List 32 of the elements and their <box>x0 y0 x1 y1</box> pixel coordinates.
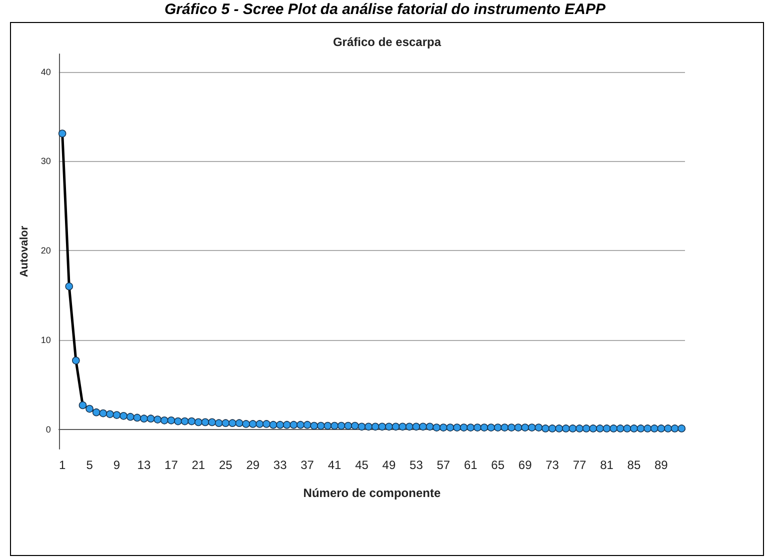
x-tick-label: 89 <box>654 458 668 472</box>
x-tick-label: 81 <box>600 458 614 472</box>
x-tick-label: 85 <box>627 458 641 472</box>
y-tick-label: 20 <box>40 246 51 256</box>
x-tick-label: 61 <box>464 458 478 472</box>
x-axis-title: Número de componente <box>303 486 441 500</box>
x-tick-label: 17 <box>164 458 178 472</box>
x-tick-label: 41 <box>328 458 342 472</box>
x-tick-label: 37 <box>300 458 314 472</box>
x-tick-label: 69 <box>518 458 532 472</box>
x-tick-label: 57 <box>436 458 450 472</box>
x-tick-label: 49 <box>382 458 396 472</box>
y-tick-label: 30 <box>40 156 51 166</box>
y-tick-label: 10 <box>40 334 51 345</box>
x-tick-label: 1 <box>58 458 66 472</box>
y-tick-label: 40 <box>40 66 51 77</box>
chart-title: Gráfico de escarpa <box>332 35 442 49</box>
x-tick-label: 21 <box>192 458 206 472</box>
text: Gráfico 5 - Scree Plot da análise fatorial do instrumento EAPP <box>164 0 606 20</box>
x-tick-label: 73 <box>546 458 560 472</box>
x-tick-label: 13 <box>137 458 151 472</box>
x-tick-label: 29 <box>246 458 260 472</box>
x-tick-label: 33 <box>273 458 288 472</box>
x-tick-label: 77 <box>572 458 587 472</box>
x-tick-label: 5 <box>86 458 94 472</box>
y-axis-title: Autovalor <box>18 225 30 278</box>
x-tick-label: 9 <box>113 458 120 472</box>
y-tick-label: 0 <box>46 424 51 434</box>
x-tick-label: 45 <box>355 458 369 472</box>
x-tick-label: 53 <box>410 458 424 472</box>
x-tick-label: 65 <box>491 458 505 472</box>
x-tick-label: 25 <box>218 458 233 472</box>
